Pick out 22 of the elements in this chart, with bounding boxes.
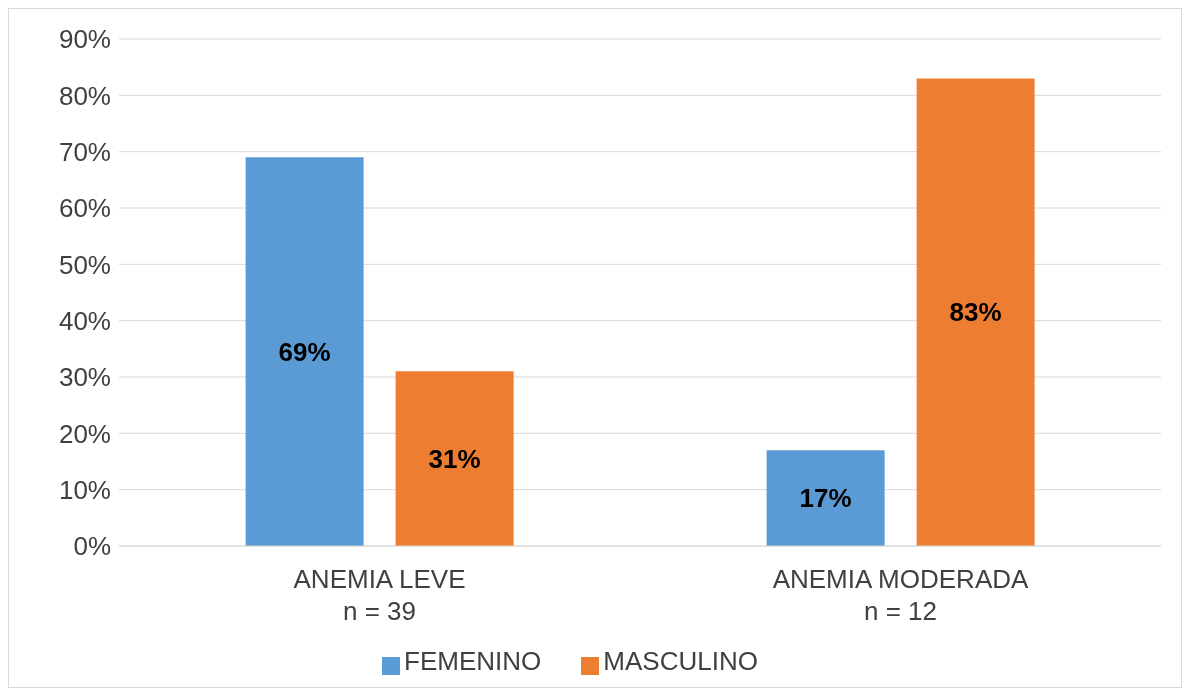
y-tick-label: 10% bbox=[58, 474, 111, 505]
x-tick-label: ANEMIA LEVE n = 39 bbox=[293, 564, 466, 626]
y-tick-label: 40% bbox=[58, 305, 111, 336]
data-label: 17% bbox=[799, 483, 852, 514]
bar bbox=[766, 450, 885, 546]
legend-label: FEMENINO bbox=[404, 646, 542, 676]
data-label: 31% bbox=[428, 443, 481, 474]
bar bbox=[395, 371, 514, 546]
y-tick-label: 20% bbox=[58, 418, 111, 449]
legend-label: MASCULINO bbox=[603, 646, 758, 676]
y-tick-label: 30% bbox=[58, 362, 111, 393]
y-tick-label: 90% bbox=[58, 24, 111, 55]
bar bbox=[245, 157, 364, 546]
bar bbox=[916, 78, 1035, 546]
y-tick-label: 0% bbox=[73, 531, 111, 562]
data-label: 69% bbox=[278, 336, 331, 367]
y-tick-label: 50% bbox=[58, 249, 111, 280]
y-tick-label: 70% bbox=[58, 136, 111, 167]
y-tick-label: 80% bbox=[58, 80, 111, 111]
y-tick-label: 60% bbox=[58, 193, 111, 224]
x-tick-label: ANEMIA MODERADA n = 12 bbox=[772, 564, 1030, 626]
data-label: 83% bbox=[949, 297, 1002, 328]
